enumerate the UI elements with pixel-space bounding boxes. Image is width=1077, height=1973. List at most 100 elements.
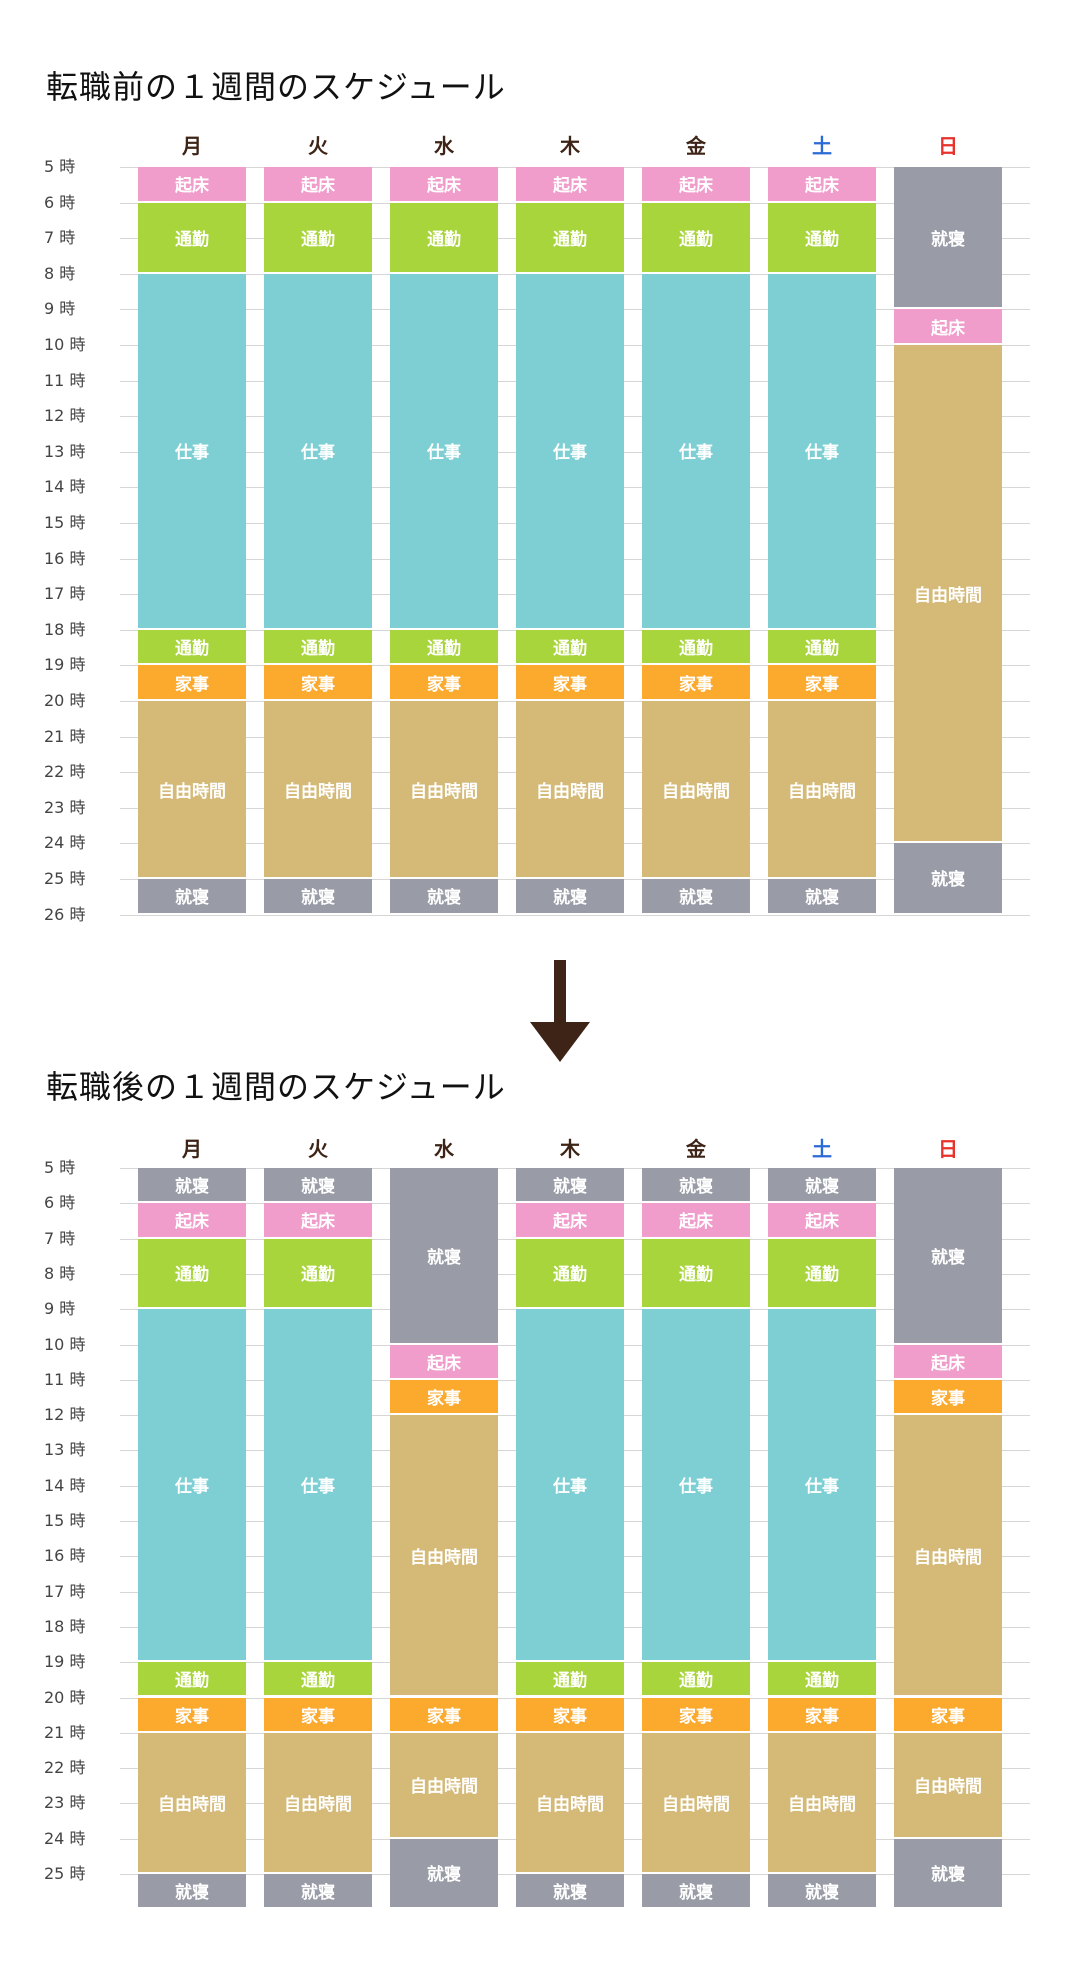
- schedule-block-fri: 就寝: [642, 1874, 750, 1910]
- hour-label: 16 時: [44, 548, 86, 568]
- schedule-block-wed: 就寝: [390, 1838, 498, 1910]
- hour-label: 25 時: [44, 1864, 86, 1883]
- schedule-block-sun: 就寝: [894, 167, 1002, 310]
- day-header-fri: 金: [686, 134, 706, 158]
- hour-label: 26 時: [44, 904, 86, 924]
- hour-label: 25 時: [44, 869, 86, 888]
- hour-label: 7 時: [44, 1228, 76, 1248]
- schedule-block-fri: 就寝: [642, 879, 750, 915]
- hour-label: 20 時: [44, 691, 86, 710]
- hour-label: 18 時: [44, 619, 86, 639]
- schedule-block-wed: 通勤: [390, 629, 498, 666]
- schedule-block-tue: 通勤: [264, 1662, 372, 1698]
- day-header-sat: 土: [812, 134, 832, 158]
- schedule-block-tue: 自由時間: [264, 701, 372, 879]
- hour-label: 23 時: [44, 1793, 86, 1813]
- schedule-block-sun: 自由時間: [894, 1732, 1002, 1839]
- schedule-block-sun: 家事: [894, 1697, 1002, 1733]
- schedule-block-wed: 通勤: [390, 202, 498, 274]
- schedule-block-sat: 就寝: [768, 1874, 876, 1910]
- day-header-tue: 火: [308, 1137, 328, 1161]
- hour-label: 9 時: [44, 1299, 76, 1319]
- schedule-block-sat: 自由時間: [768, 701, 876, 879]
- schedule-block-thu: 起床: [516, 1203, 624, 1239]
- schedule-block-fri: 起床: [642, 1203, 750, 1239]
- hour-label: 5 時: [44, 157, 76, 176]
- schedule-block-sat: 就寝: [768, 1168, 876, 1204]
- hour-label: 7 時: [44, 228, 76, 248]
- schedule-block-mon: 通勤: [138, 1238, 246, 1310]
- schedule-block-fri: 通勤: [642, 202, 750, 274]
- schedule-block-mon: 仕事: [138, 273, 246, 630]
- schedule-block-wed: 仕事: [390, 273, 498, 630]
- day-header-sat: 土: [812, 1137, 832, 1161]
- hour-label: 19 時: [44, 1652, 86, 1672]
- schedule-block-fri: 起床: [642, 167, 750, 203]
- hour-label: 6 時: [44, 1193, 76, 1213]
- schedule-block-thu: 仕事: [516, 273, 624, 630]
- schedule-block-wed: 家事: [390, 1379, 498, 1416]
- schedule-block-fri: 家事: [642, 665, 750, 701]
- hour-label: 8 時: [44, 263, 76, 283]
- schedule-block-fri: 通勤: [642, 629, 750, 666]
- schedule-block-fri: 通勤: [642, 1238, 750, 1310]
- schedule-block-thu: 就寝: [516, 1874, 624, 1910]
- schedule-block-sun: 就寝: [894, 1838, 1002, 1910]
- hour-label: 18 時: [44, 1616, 86, 1636]
- hour-label: 22 時: [44, 1758, 86, 1778]
- schedule-block-sun: 就寝: [894, 843, 1002, 915]
- schedule-block-thu: 就寝: [516, 879, 624, 915]
- schedule-block-tue: 仕事: [264, 273, 372, 630]
- schedule-block-sat: 仕事: [768, 1309, 876, 1663]
- schedule-block-tue: 自由時間: [264, 1732, 372, 1874]
- schedule-block-mon: 家事: [138, 665, 246, 701]
- schedule-block-fri: 自由時間: [642, 701, 750, 879]
- schedule-block-wed: 就寝: [390, 1168, 498, 1345]
- hour-label: 20 時: [44, 1687, 86, 1707]
- day-header-mon: 月: [182, 1137, 202, 1161]
- hour-label: 13 時: [44, 1440, 86, 1460]
- after-title: 転職後の１週間のスケジュール: [46, 1068, 506, 1106]
- hour-label: 21 時: [44, 726, 86, 746]
- schedule-block-mon: 就寝: [138, 879, 246, 915]
- schedule-block-fri: 仕事: [642, 273, 750, 630]
- day-header-sun: 日: [938, 1137, 958, 1161]
- schedule-block-fri: 家事: [642, 1697, 750, 1733]
- schedule-block-fri: 就寝: [642, 1168, 750, 1204]
- before-title: 転職前の１週間のスケジュール: [46, 68, 506, 106]
- schedule-block-fri: 通勤: [642, 1662, 750, 1698]
- schedule-block-thu: 仕事: [516, 1309, 624, 1663]
- schedule-block-sat: 起床: [768, 167, 876, 203]
- schedule-block-sat: 通勤: [768, 1662, 876, 1698]
- schedule-block-tue: 通勤: [264, 1238, 372, 1310]
- schedule-block-mon: 起床: [138, 1203, 246, 1239]
- hour-label: 13 時: [44, 441, 86, 461]
- schedule-block-sun: 自由時間: [894, 345, 1002, 844]
- day-header-thu: 木: [560, 1137, 580, 1161]
- schedule-block-mon: 仕事: [138, 1309, 246, 1663]
- day-header-fri: 金: [686, 1137, 706, 1161]
- hour-label: 12 時: [44, 1405, 86, 1425]
- schedule-block-thu: 家事: [516, 665, 624, 701]
- hour-label: 24 時: [44, 1828, 86, 1848]
- day-header-thu: 木: [560, 134, 580, 158]
- hour-label: 15 時: [44, 1511, 86, 1530]
- schedule-block-sat: 自由時間: [768, 1732, 876, 1874]
- schedule-block-wed: 起床: [390, 1344, 498, 1380]
- day-header-tue: 火: [308, 134, 328, 158]
- schedule-block-tue: 家事: [264, 1697, 372, 1733]
- schedule-block-thu: 起床: [516, 167, 624, 203]
- schedule-block-wed: 自由時間: [390, 1732, 498, 1839]
- hour-label: 6 時: [44, 192, 76, 212]
- day-header-wed: 水: [434, 134, 454, 158]
- hour-label: 12 時: [44, 406, 86, 426]
- schedule-block-wed: 自由時間: [390, 1415, 498, 1698]
- schedule-block-mon: 通勤: [138, 1662, 246, 1698]
- schedule-block-tue: 家事: [264, 665, 372, 701]
- schedule-block-wed: 自由時間: [390, 701, 498, 879]
- schedule-block-mon: 通勤: [138, 629, 246, 666]
- day-header-wed: 水: [434, 1137, 454, 1161]
- hour-label: 11 時: [44, 370, 86, 390]
- schedule-block-sat: 通勤: [768, 202, 876, 274]
- schedule-block-thu: 通勤: [516, 1238, 624, 1310]
